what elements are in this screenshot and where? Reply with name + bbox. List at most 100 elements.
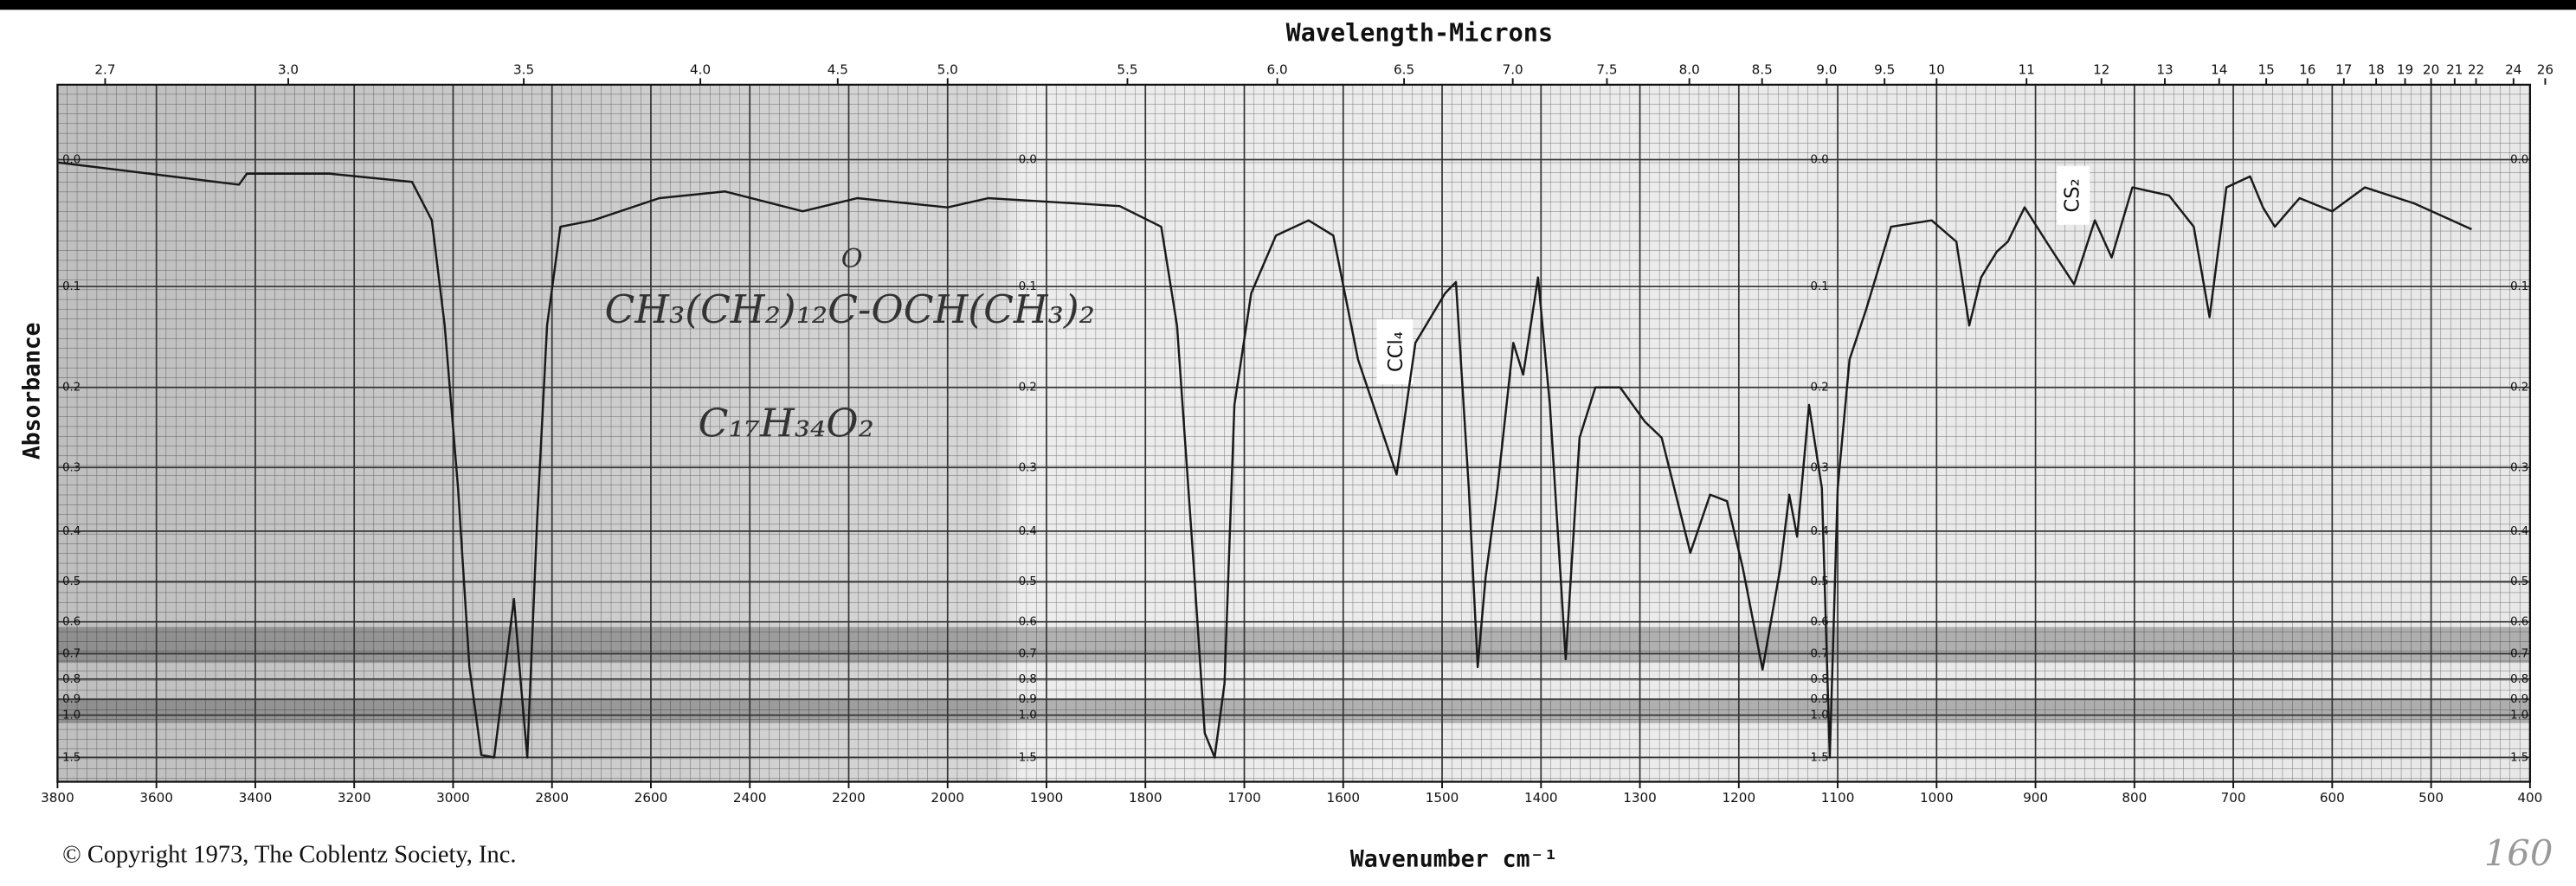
- x2-tick-label: 7.5: [1596, 61, 1617, 77]
- x2-tick-label: 4.5: [828, 61, 848, 77]
- y-tick-label: 1.5: [1811, 751, 1829, 764]
- y-tick-label: 0.1: [62, 280, 80, 293]
- y-tick-label: 0.6: [1019, 616, 1037, 629]
- y-tick-label: 0.5: [1019, 575, 1037, 588]
- x-tick-label: 3400: [239, 790, 273, 806]
- y-tick-label: 1.0: [1019, 709, 1037, 722]
- x2-tick-label: 22: [2468, 61, 2484, 77]
- top-bar: [0, 0, 2576, 10]
- y-tick-label: 1.5: [2510, 751, 2528, 764]
- y-tick-label: 0.1: [2510, 280, 2528, 293]
- x-tick-label: 2400: [733, 790, 767, 806]
- x-tick-label: 1400: [1524, 790, 1558, 806]
- x-tick-label: 2200: [832, 790, 866, 806]
- x2-tick-label: 19: [2397, 61, 2413, 77]
- plot-shade: [57, 84, 2530, 782]
- x2-tick-label: 3.5: [513, 61, 534, 77]
- y-tick-label: 0.2: [1019, 382, 1037, 395]
- x2-tick-label: 15: [2258, 61, 2275, 77]
- x2-tick-label: 16: [2299, 61, 2315, 77]
- x-tick-label: 3000: [436, 790, 470, 806]
- x-tick-label: 1500: [1426, 790, 1459, 806]
- y-tick-label: 0.4: [1811, 525, 1829, 538]
- x2-tick-label: 18: [2367, 61, 2384, 77]
- y-tick-label: 0.2: [1811, 382, 1829, 395]
- x-tick-label: 1700: [1227, 790, 1261, 806]
- x-tick-label: 1900: [1030, 790, 1064, 806]
- y-tick-label: 0.9: [1811, 693, 1829, 706]
- y-tick-label: 1.5: [62, 751, 80, 764]
- x-tick-label: 900: [2023, 790, 2048, 806]
- formula: CH₃(CH₂)₁₂C-OCH(CH₃)₂: [604, 286, 1094, 332]
- x-tick-label: 2800: [535, 790, 569, 806]
- solvent-label: CCl₄: [1385, 331, 1407, 372]
- x-tick-label: 1800: [1129, 790, 1162, 806]
- y-tick-label: 0.5: [2510, 575, 2528, 588]
- x-tick-label: 3600: [139, 790, 173, 806]
- y-tick-label: 0.8: [2510, 673, 2528, 686]
- x2-tick-label: 24: [2505, 61, 2521, 77]
- x2-tick-label: 14: [2211, 61, 2227, 77]
- y-tick-label: 1.0: [62, 709, 80, 722]
- y-tick-label: 1.5: [1019, 751, 1037, 764]
- y-tick-label: 0.8: [62, 673, 80, 686]
- page-number: 160: [2484, 832, 2553, 875]
- y-tick-label: 0.7: [62, 648, 80, 661]
- spectrum-line: [57, 161, 2472, 759]
- x-tick-label: 3800: [41, 790, 74, 806]
- x2-axis-title: Wavelength-Microns: [1286, 19, 1553, 48]
- x-tick-label: 1100: [1821, 790, 1855, 806]
- x-tick-label: 1200: [1722, 790, 1755, 806]
- copyright: © Copyright 1973, The Coblentz Society, …: [62, 842, 516, 869]
- x2-tick-label: 6.5: [1394, 61, 1414, 77]
- carbonyl-o: O: [841, 244, 863, 274]
- y-tick-label: 0.3: [1019, 461, 1037, 474]
- y-tick-label: 0.9: [2510, 693, 2528, 706]
- grid: [56, 84, 2531, 782]
- y-tick-label: 0.0: [1811, 153, 1829, 166]
- x2-tick-label: 11: [2019, 61, 2035, 77]
- y-tick-label: 0.7: [1019, 648, 1037, 661]
- x-tick-label: 1000: [1920, 790, 1954, 806]
- x2-tick-label: 8.0: [1679, 61, 1700, 77]
- x-tick-label: 600: [2320, 790, 2345, 806]
- dark-band: [57, 626, 2530, 664]
- y-tick-label: 0.5: [1811, 575, 1829, 588]
- y-tick-label: 0.8: [1811, 673, 1829, 686]
- x-axis-title: Wavenumber cm⁻¹: [1350, 845, 1558, 872]
- x-tick-label: 3200: [338, 790, 371, 806]
- x2-tick-label: 10: [1929, 61, 1945, 77]
- x2-tick-label: 4.0: [690, 61, 711, 77]
- dark-band: [57, 700, 2530, 723]
- x2-tick-label: 6.0: [1267, 61, 1288, 77]
- y-tick-label: 0.9: [1019, 693, 1037, 706]
- y-tick-label: 0.4: [1019, 525, 1037, 538]
- x2-tick-label: 12: [2093, 61, 2109, 77]
- x2-tick-label: 5.0: [937, 61, 958, 77]
- y-tick-label: 0.7: [2510, 648, 2528, 661]
- label-box: [1376, 318, 1414, 385]
- x-tick-label: 2600: [634, 790, 668, 806]
- y-tick-label: 0.0: [2510, 153, 2528, 166]
- x-tick-label: 1600: [1326, 790, 1360, 806]
- y-tick-label: 0.2: [2510, 382, 2528, 395]
- x2-tick-label: 2.7: [94, 61, 115, 77]
- x-tick-label: 700: [2221, 790, 2246, 806]
- x2-tick-label: 9.0: [1816, 61, 1837, 77]
- y-tick-label: 1.0: [2510, 709, 2528, 722]
- x-tick-label: 800: [2122, 790, 2147, 806]
- y-tick-label: 0.2: [62, 382, 80, 395]
- y-tick-label: 0.5: [62, 575, 80, 588]
- y-tick-label: 1.0: [1811, 709, 1829, 722]
- y-tick-label: 0.4: [2510, 525, 2528, 538]
- y-axis-title: Absorbance: [18, 322, 45, 459]
- x-tick-label: 500: [2418, 790, 2444, 806]
- label-box: [2057, 166, 2090, 225]
- y-tick-label: 0.3: [2510, 461, 2528, 474]
- y-tick-label: 0.1: [1019, 280, 1037, 293]
- x2-tick-label: 3.0: [278, 61, 299, 77]
- y-tick-label: 0.4: [62, 525, 80, 538]
- x-tick-label: 1300: [1623, 790, 1657, 806]
- x2-tick-label: 7.0: [1503, 61, 1523, 77]
